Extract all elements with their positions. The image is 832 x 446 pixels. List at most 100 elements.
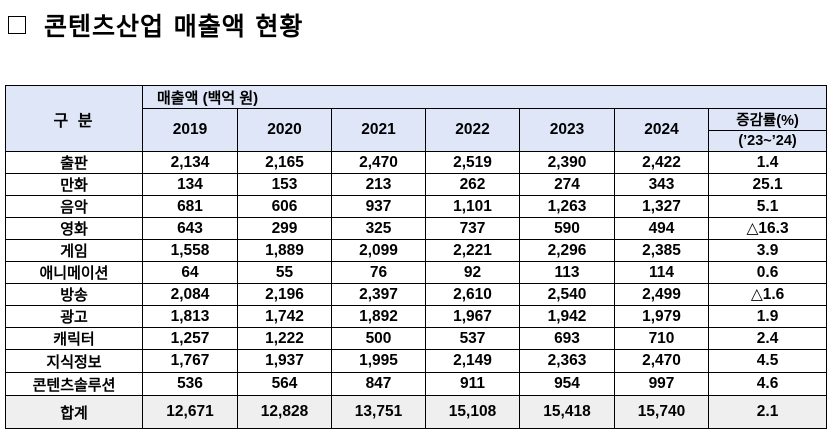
cell-value: 1,263 bbox=[519, 195, 615, 218]
row-label: 캐릭터 bbox=[5, 327, 143, 350]
cell-value: 2,221 bbox=[425, 239, 520, 262]
row-label: 광고 bbox=[5, 305, 143, 328]
year-header-2020: 2020 bbox=[237, 108, 332, 152]
page-title: 콘텐츠산업 매출액 현황 bbox=[8, 7, 303, 43]
table-row: 지식정보 1,767 1,937 1,995 2,149 2,363 2,470… bbox=[5, 349, 828, 373]
table-row: 애니메이션 64 55 76 92 113 114 0.6 bbox=[5, 261, 828, 284]
cell-value: 1,742 bbox=[237, 305, 332, 328]
total-rate: 2.1 bbox=[707, 395, 828, 429]
cell-value: 997 bbox=[614, 372, 709, 396]
year-header-2023: 2023 bbox=[519, 108, 615, 152]
total-label: 합계 bbox=[5, 395, 143, 429]
cell-value: 500 bbox=[331, 327, 426, 350]
cell-value: 937 bbox=[331, 195, 426, 218]
cell-rate: 1.4 bbox=[707, 151, 828, 174]
table-row: 영화 643 299 325 737 590 494 △16.3 bbox=[5, 217, 828, 240]
cell-value: 153 bbox=[237, 173, 332, 196]
row-label: 게임 bbox=[5, 239, 143, 262]
cell-value: 1,979 bbox=[614, 305, 709, 328]
cell-value: 64 bbox=[142, 261, 238, 284]
checkbox-square-icon bbox=[8, 16, 26, 34]
total-value: 12,671 bbox=[142, 395, 238, 429]
cell-value: 2,499 bbox=[614, 283, 709, 306]
cell-value: 1,995 bbox=[331, 349, 426, 373]
cell-value: 2,385 bbox=[614, 239, 709, 262]
cell-value: 262 bbox=[425, 173, 520, 196]
cell-value: 114 bbox=[614, 261, 709, 284]
cell-rate: 4.6 bbox=[707, 372, 828, 396]
cell-value: 2,084 bbox=[142, 283, 238, 306]
cell-value: 213 bbox=[331, 173, 426, 196]
cell-rate: 2.4 bbox=[707, 327, 828, 350]
table-row: 콘텐츠솔루션 536 564 847 911 954 997 4.6 bbox=[5, 372, 828, 396]
cell-value: 2,610 bbox=[425, 283, 520, 306]
cell-value: 954 bbox=[519, 372, 615, 396]
table-row: 광고 1,813 1,742 1,892 1,967 1,942 1,979 1… bbox=[5, 305, 828, 328]
cell-value: 2,196 bbox=[237, 283, 332, 306]
table-row: 만화 134 153 213 262 274 343 25.1 bbox=[5, 173, 828, 196]
cell-value: 1,222 bbox=[237, 327, 332, 350]
cell-value: 325 bbox=[331, 217, 426, 240]
year-header-2021: 2021 bbox=[331, 108, 426, 152]
cell-rate: 3.9 bbox=[707, 239, 828, 262]
cell-rate: 1.9 bbox=[707, 305, 828, 328]
cell-value: 1,257 bbox=[142, 327, 238, 350]
table-row: 게임 1,558 1,889 2,099 2,221 2,296 2,385 3… bbox=[5, 239, 828, 262]
table-row: 음악 681 606 937 1,101 1,263 1,327 5.1 bbox=[5, 195, 828, 218]
cell-value: 681 bbox=[142, 195, 238, 218]
cell-value: 1,889 bbox=[237, 239, 332, 262]
cell-value: 1,101 bbox=[425, 195, 520, 218]
row-label: 콘텐츠솔루션 bbox=[5, 372, 143, 396]
cell-value: 590 bbox=[519, 217, 615, 240]
table-row: 캐릭터 1,257 1,222 500 537 693 710 2.4 bbox=[5, 327, 828, 350]
cell-value: 2,422 bbox=[614, 151, 709, 174]
row-label: 지식정보 bbox=[5, 349, 143, 373]
cell-rate: △1.6 bbox=[707, 283, 828, 306]
cell-value: 1,558 bbox=[142, 239, 238, 262]
rate-header: 증감률(%) bbox=[707, 108, 828, 131]
cell-value: 2,165 bbox=[237, 151, 332, 174]
cell-value: 737 bbox=[425, 217, 520, 240]
cell-value: 2,540 bbox=[519, 283, 615, 306]
cell-value: 537 bbox=[425, 327, 520, 350]
cell-rate: 25.1 bbox=[707, 173, 828, 196]
cell-value: 643 bbox=[142, 217, 238, 240]
row-label: 영화 bbox=[5, 217, 143, 240]
total-value: 15,108 bbox=[425, 395, 520, 429]
unit-header: 매출액 (백억 원) bbox=[141, 85, 828, 109]
cell-value: 911 bbox=[425, 372, 520, 396]
cell-value: 2,470 bbox=[331, 151, 426, 174]
cell-rate: △16.3 bbox=[707, 217, 828, 240]
row-label: 방송 bbox=[5, 283, 143, 306]
cell-value: 1,892 bbox=[331, 305, 426, 328]
cell-value: 76 bbox=[331, 261, 426, 284]
cell-value: 1,327 bbox=[614, 195, 709, 218]
row-label: 음악 bbox=[5, 195, 143, 218]
total-value: 15,418 bbox=[519, 395, 615, 429]
cell-value: 2,099 bbox=[331, 239, 426, 262]
table-row: 방송 2,084 2,196 2,397 2,610 2,540 2,499 △… bbox=[5, 283, 828, 306]
table-row: 출판 2,134 2,165 2,470 2,519 2,390 2,422 1… bbox=[5, 151, 828, 174]
cell-rate: 4.5 bbox=[707, 349, 828, 373]
row-label: 출판 bbox=[5, 151, 143, 174]
cell-value: 2,363 bbox=[519, 349, 615, 373]
cell-value: 1,767 bbox=[142, 349, 238, 373]
cell-value: 494 bbox=[614, 217, 709, 240]
total-row: 합계 12,671 12,828 13,751 15,108 15,418 15… bbox=[5, 395, 828, 429]
total-value: 12,828 bbox=[237, 395, 332, 429]
cell-value: 606 bbox=[237, 195, 332, 218]
page-title-text: 콘텐츠산업 매출액 현황 bbox=[44, 12, 304, 41]
cell-rate: 0.6 bbox=[707, 261, 828, 284]
cell-value: 1,967 bbox=[425, 305, 520, 328]
year-header-2024: 2024 bbox=[614, 108, 709, 152]
cell-value: 55 bbox=[237, 261, 332, 284]
category-header: 구 분 bbox=[5, 85, 143, 152]
cell-value: 1,937 bbox=[237, 349, 332, 373]
cell-value: 2,470 bbox=[614, 349, 709, 373]
cell-value: 2,134 bbox=[142, 151, 238, 174]
cell-value: 847 bbox=[331, 372, 426, 396]
cell-value: 134 bbox=[142, 173, 238, 196]
cell-value: 299 bbox=[237, 217, 332, 240]
cell-value: 1,813 bbox=[142, 305, 238, 328]
cell-value: 536 bbox=[142, 372, 238, 396]
